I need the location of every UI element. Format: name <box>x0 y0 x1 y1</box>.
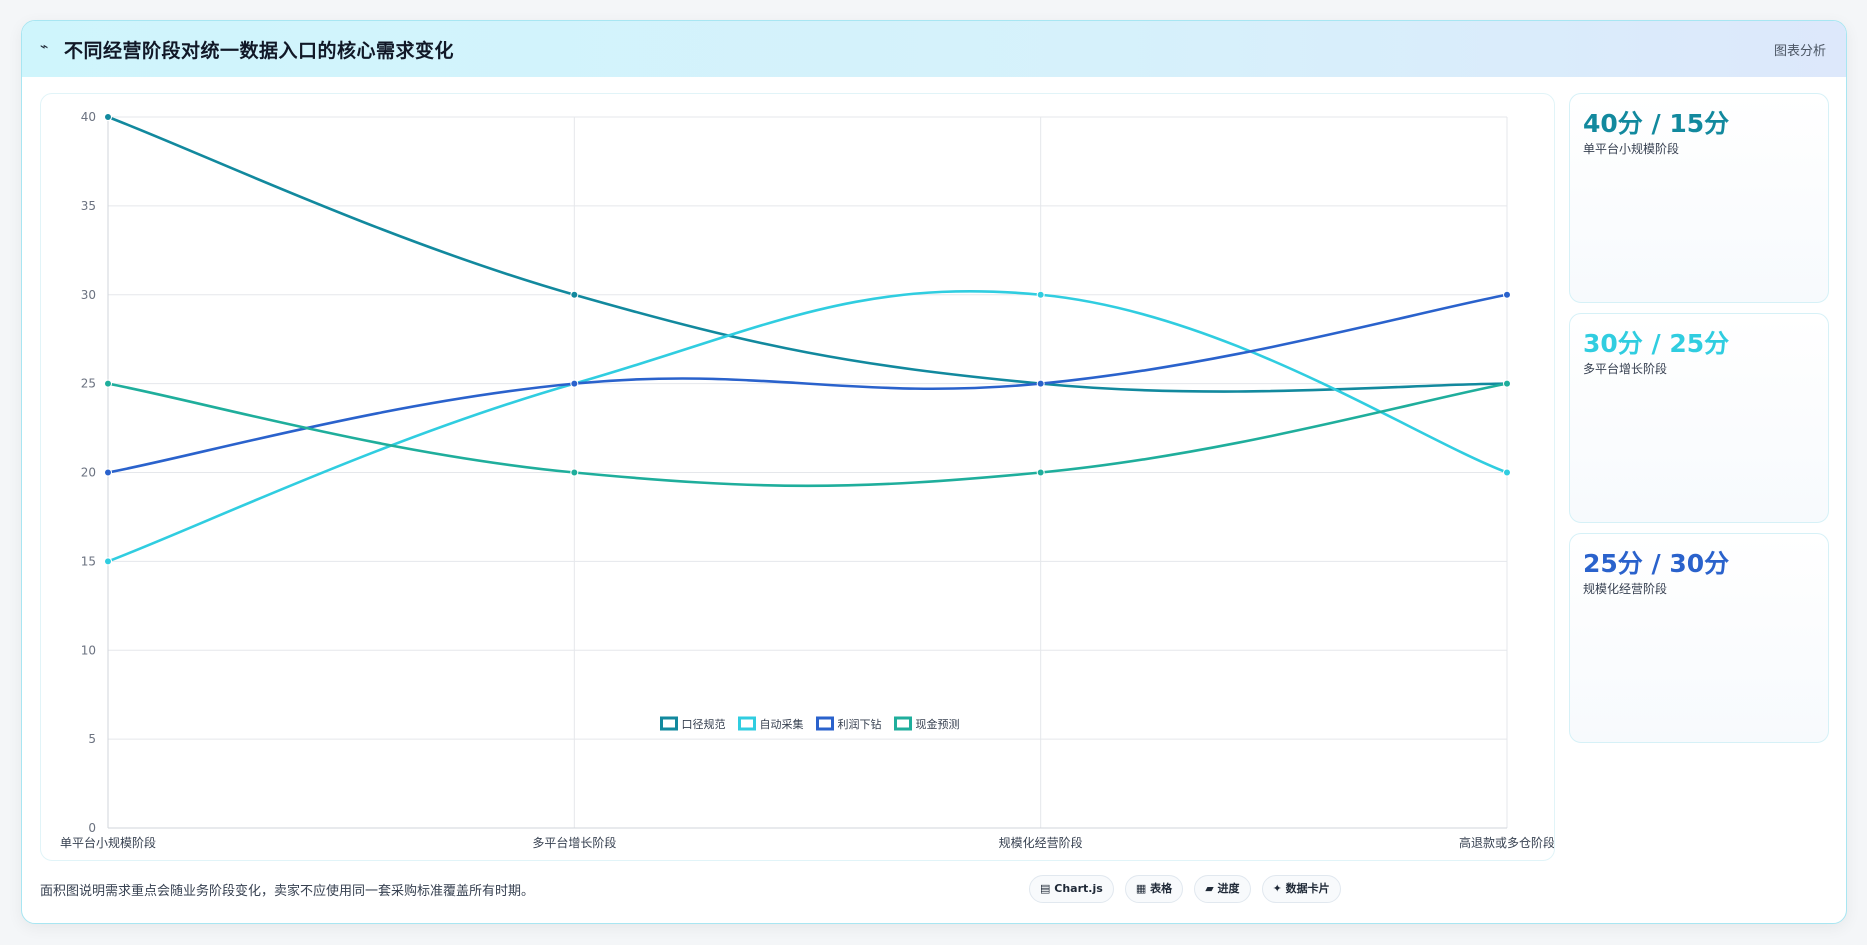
view-toggle-group: ▤ Chart.js ▦ 表格 ▰ 进度 ✦ 数据卡片 <box>1029 875 1347 903</box>
stat-card-1: 40分 / 15分 单平台小规模阶段 <box>1569 93 1829 303</box>
y-tick-label: 15 <box>81 554 96 568</box>
data-point <box>1503 468 1511 477</box>
chart-container: 0 5 10 15 20 25 30 35 40 单平台小规模阶段 多平台增长阶段 规模化经营阶段 高退… <box>40 93 1555 861</box>
table-icon: ▦ <box>1135 882 1147 895</box>
data-point <box>104 557 112 566</box>
y-tick-label: 5 <box>88 732 96 746</box>
stat-card-value: 40分 / 15分 <box>1583 109 1730 138</box>
chart-icon: ▤ <box>1040 882 1051 895</box>
data-point <box>1503 290 1511 299</box>
data-card-button[interactable]: ✦ 数据卡片 <box>1261 875 1341 903</box>
data-point <box>1036 468 1045 477</box>
y-tick-label: 0 <box>88 821 96 835</box>
x-tick-label: 多平台增长阶段 <box>532 835 616 850</box>
data-point <box>570 290 579 299</box>
legend-swatch <box>894 716 912 731</box>
data-point <box>1503 379 1511 388</box>
panel-title: 不同经营阶段对统一数据入口的核心需求变化 <box>64 40 455 62</box>
data-point <box>104 113 112 121</box>
y-tick-label: 25 <box>81 377 96 391</box>
panel-tag: 图表分析 <box>1773 44 1826 59</box>
stat-card-3: 25分 / 30分 规模化经营阶段 <box>1569 533 1829 743</box>
data-point <box>104 468 112 477</box>
x-tick-label: 高退款或多仓阶段 <box>1459 835 1554 850</box>
legend-swatch <box>660 716 678 731</box>
x-tick-label: 单平台小规模阶段 <box>60 835 156 850</box>
series-line-3 <box>107 382 1508 488</box>
stat-card-value: 30分 / 25分 <box>1583 329 1730 358</box>
chart-panel: ⌁ 不同经营阶段对统一数据入口的核心需求变化 图表分析 0 5 10 15 20 25 30… <box>21 20 1847 924</box>
legend-swatch <box>816 716 834 731</box>
y-tick-label: 35 <box>81 199 96 213</box>
legend-label: 口径规范 <box>682 717 726 731</box>
x-tick-label: 规模化经营阶段 <box>999 835 1083 850</box>
line-chart: 0 5 10 15 20 25 30 35 40 单平台小规模阶段 多平台增长阶段 规模化经营阶段 高退… <box>60 110 1554 850</box>
chartjs-button[interactable]: ▤ Chart.js <box>1029 875 1114 903</box>
data-point <box>570 468 579 477</box>
chart-note: 面积图说明需求重点会随业务阶段变化，卖家不应使用同一套采购标准覆盖所有时期。 <box>40 884 535 899</box>
y-tick-label: 20 <box>81 466 96 480</box>
data-point <box>1036 290 1045 299</box>
stat-card-label: 多平台增长阶段 <box>1583 362 1668 376</box>
stat-card-2: 30分 / 25分 多平台增长阶段 <box>1569 313 1829 523</box>
series-line-1 <box>107 289 1508 563</box>
panel-header: ⌁ 不同经营阶段对统一数据入口的核心需求变化 图表分析 <box>22 21 1846 77</box>
progress-button[interactable]: ▰ 进度 <box>1194 875 1251 903</box>
stat-card-label: 单平台小规模阶段 <box>1583 142 1680 156</box>
legend-label: 自动采集 <box>760 717 804 731</box>
legend-swatch <box>738 716 756 731</box>
data-point <box>570 379 579 388</box>
series-line-0 <box>107 115 1508 393</box>
y-tick-label: 40 <box>81 110 96 124</box>
pulse-icon: ⌁ <box>40 39 49 55</box>
table-button[interactable]: ▦ 表格 <box>1124 875 1184 903</box>
legend-label: 利润下钻 <box>838 717 882 731</box>
sparkle-icon: ✦ <box>1272 882 1282 895</box>
data-point <box>1036 379 1045 388</box>
y-tick-label: 10 <box>81 643 96 657</box>
progress-icon: ▰ <box>1205 882 1214 895</box>
y-tick-label: 30 <box>81 288 96 302</box>
stat-card-value: 25分 / 30分 <box>1583 549 1730 578</box>
stat-card-label: 规模化经营阶段 <box>1583 582 1668 596</box>
data-point <box>104 379 112 388</box>
legend-label: 现金预测 <box>916 717 960 731</box>
